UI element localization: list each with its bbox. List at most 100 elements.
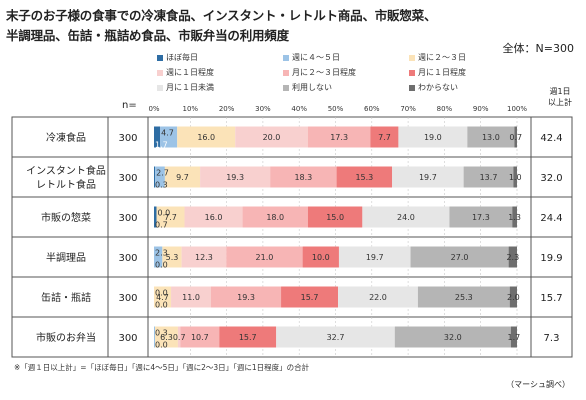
row-total-value: 7.3 xyxy=(544,333,560,344)
bar-value-label: 32.7 xyxy=(327,333,345,342)
bar-value-label: 13.7 xyxy=(480,173,498,182)
row-n-value: 300 xyxy=(118,253,137,264)
bar-value-label: 0.0 xyxy=(155,261,168,270)
bar-value-label: 20.0 xyxy=(263,133,281,142)
bar-value-label: 25.3 xyxy=(455,293,473,302)
bar-segment xyxy=(270,166,337,188)
bar-value-label: 17.3 xyxy=(330,133,348,142)
bar-segment xyxy=(180,326,220,348)
row-label: 市販の惣菜 xyxy=(41,211,91,224)
bar-segment xyxy=(154,206,157,228)
bar-value-label: 11.0 xyxy=(182,293,200,302)
bar-value-label: 0.0 xyxy=(155,341,168,350)
bar-value-label: 1.0 xyxy=(509,173,522,182)
sample-size-label: 全体：N=300 xyxy=(502,42,574,55)
bar-segment xyxy=(177,326,181,348)
legend-label: 週に２～３日 xyxy=(418,53,466,62)
row-label: 市販のお弁当 xyxy=(36,331,96,344)
legend-swatch xyxy=(283,84,289,91)
legend-label: 週に１日程度 xyxy=(166,68,214,77)
bar-value-label: 1.7 xyxy=(508,333,521,342)
legend-label: 月に１日未満 xyxy=(166,83,214,92)
bar-segment xyxy=(181,246,227,268)
legend: ほぼ毎日 週に４～５日 週に２～３日 週に１日程度 月に２～３日程度 月に１日程度 月に１日… xyxy=(157,52,522,100)
legend-item: 週に１日程度 xyxy=(157,67,214,78)
row-label: 缶詰・瓶詰 xyxy=(41,291,91,304)
bar-value-label: 19.7 xyxy=(366,253,384,262)
bar-segment xyxy=(417,286,510,308)
legend-swatch xyxy=(409,84,415,91)
bar-value-label: 15.7 xyxy=(239,333,257,342)
bar-value-label: 21.0 xyxy=(256,253,274,262)
bar-value-label: 0.7 xyxy=(509,133,522,142)
x-tick-label: 10% xyxy=(183,105,199,113)
legend-item: わからない xyxy=(409,82,458,93)
bar-segment xyxy=(281,286,339,308)
bar-value-label: 4.7 xyxy=(156,293,169,302)
bar-segment xyxy=(226,246,303,268)
bar-segment xyxy=(362,206,450,228)
x-tick-label: 20% xyxy=(219,105,235,113)
bar-value-label: 2.0 xyxy=(507,293,520,302)
x-tick-label: 0% xyxy=(148,105,159,113)
bar-segment xyxy=(392,166,464,188)
bar-value-label: 19.3 xyxy=(226,173,244,182)
row-label: 半調理品 xyxy=(46,251,86,264)
bar-value-label: 2.7 xyxy=(156,169,169,178)
bar-value-label: 0.0 xyxy=(155,301,168,310)
bar-segment xyxy=(177,126,236,148)
legend-label: わからない xyxy=(418,83,458,92)
bar-value-label: 10.0 xyxy=(312,253,330,262)
bar-segment xyxy=(154,246,163,268)
legend-item: 月に１日程度 xyxy=(409,67,466,78)
legend-label: 月に２～３日程度 xyxy=(292,68,356,77)
bar-segment xyxy=(336,166,393,188)
bar-value-label: 7.7 xyxy=(378,133,391,142)
row-total-value: 42.4 xyxy=(540,133,562,144)
bar-segment xyxy=(155,326,178,348)
legend-swatch xyxy=(283,54,289,61)
row-n-value: 300 xyxy=(118,293,137,304)
bar-segment xyxy=(171,286,211,308)
bar-value-label: 1.7 xyxy=(155,141,168,150)
bar-segment xyxy=(514,126,517,148)
row-n-value: 300 xyxy=(118,333,137,344)
x-tick-label: 40% xyxy=(291,105,307,113)
legend-swatch xyxy=(157,84,163,91)
footnote: ※「週１日以上計」=「ほぼ毎日」「週に4～5日」「週に2～3日」「週に1日程度」… xyxy=(14,363,310,372)
legend-swatch xyxy=(157,54,163,61)
row-n-value: 300 xyxy=(118,173,137,184)
bar-value-label: 0.7 xyxy=(173,333,186,342)
row-total-value: 19.9 xyxy=(540,253,562,264)
source-note: （マーシュ調べ） xyxy=(506,380,570,389)
legend-label: 月に１日程度 xyxy=(418,68,466,77)
n-column-header: n= xyxy=(122,100,137,111)
x-tick-label: 90% xyxy=(473,105,489,113)
legend-item: 月に２～３日程度 xyxy=(283,67,356,78)
bar-segment xyxy=(242,206,308,228)
legend-label: ほぼ毎日 xyxy=(166,53,198,62)
bar-value-label: 7.7 xyxy=(164,213,177,222)
bar-segment xyxy=(302,246,339,268)
bar-value-label: 27.0 xyxy=(451,253,469,262)
row-total-value: 15.7 xyxy=(540,293,562,304)
bar-value-label: 19.3 xyxy=(237,293,255,302)
bar-value-label: 4.7 xyxy=(161,129,174,138)
row-total-value: 32.0 xyxy=(540,173,562,184)
legend-item: 週に２～３日 xyxy=(409,52,466,63)
bar-value-label: 16.0 xyxy=(205,213,223,222)
legend-item: 利用しない xyxy=(283,82,332,93)
bar-segment xyxy=(449,206,513,228)
bar-segment xyxy=(463,166,514,188)
legend-swatch xyxy=(283,69,289,76)
chart-title-line1: 末子のお子様の食事での冷凍食品、インスタント・レトルト商品、市販惣菜、 xyxy=(6,8,437,23)
bar-value-label: 0.3 xyxy=(155,181,168,190)
bar-segment xyxy=(512,206,517,228)
bar-segment xyxy=(200,166,271,188)
bar-value-label: 2.3 xyxy=(155,249,168,258)
weekly-total-column-header: 週1日 以上計 xyxy=(548,87,572,107)
x-tick-label: 70% xyxy=(400,105,416,113)
bar-segment xyxy=(235,126,308,148)
bar-segment xyxy=(338,246,411,268)
bar-segment xyxy=(162,246,182,268)
